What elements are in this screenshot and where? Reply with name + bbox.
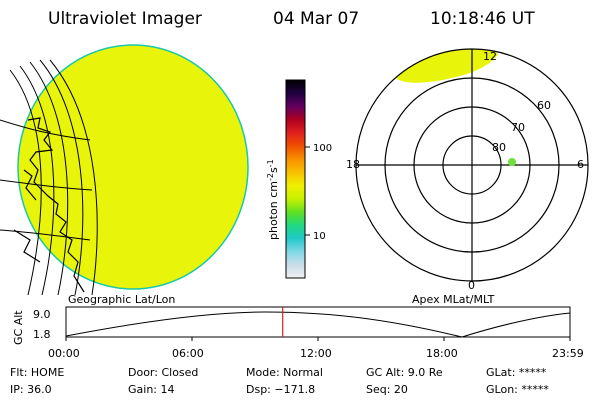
parallel-line	[0, 119, 91, 141]
meridian-line	[19, 65, 55, 295]
image-time: 10:18:46 UT	[430, 9, 535, 29]
colorbar-tick-label: 100	[313, 143, 332, 154]
colorbar-tick-label: 10	[313, 231, 326, 242]
mlat-label-60: 60	[537, 99, 551, 112]
colorbar-scale	[285, 79, 306, 279]
altitude-ylabel: GC Alt	[12, 310, 25, 345]
ip-info: IP: 36.0	[10, 383, 52, 396]
altitude-xtick-label: 23:59	[552, 347, 584, 360]
info-panel: Flt: HOME IP: 36.0 Door: Closed Gain: 14…	[10, 366, 549, 396]
altitude-curve	[65, 311, 571, 338]
altitude-xtick-label: 12:00	[300, 347, 332, 360]
altitude-plot: GC Alt 9.0 1.8 00:00 06:00 12:00 18:00 2…	[12, 306, 584, 360]
app-title: Ultraviolet Imager	[48, 9, 202, 29]
altitude-frame	[65, 306, 571, 338]
image-date: 04 Mar 07	[273, 9, 359, 29]
altitude-xtick-label: 18:00	[426, 347, 458, 360]
flight-info: Flt: HOME	[10, 366, 64, 379]
aurora-spot	[508, 158, 516, 166]
altitude-ytick-low: 1.8	[33, 328, 51, 341]
mlt-label-18: 18	[346, 158, 360, 171]
meridian-line	[9, 69, 42, 295]
parallel-line	[0, 229, 91, 241]
gc-alt-info: GC Alt: 9.0 Re	[366, 366, 443, 379]
colorbar: 100 10 photon cm-2s-1	[266, 79, 332, 279]
meridian-line	[39, 59, 84, 295]
altitude-xtick-label: 00:00	[48, 347, 80, 360]
mlt-label-6: 6	[577, 158, 584, 171]
coastline	[13, 117, 85, 293]
geographic-image	[0, 44, 249, 295]
apex-caption: Apex MLat/MLT	[412, 293, 495, 306]
gain-info: Gain: 14	[128, 383, 175, 396]
meridian-line	[49, 59, 98, 295]
seq-info: Seq: 20	[366, 383, 408, 396]
meridian-line	[29, 61, 69, 295]
altitude-xtick-label: 06:00	[172, 347, 204, 360]
parallel-line	[0, 179, 93, 191]
glon-info: GLon: *****	[486, 383, 549, 396]
colorbar-label: photon cm-2s-1	[266, 159, 280, 240]
earth-disk	[17, 44, 249, 290]
geographic-caption: Geographic Lat/Lon	[68, 293, 175, 306]
mlat-label-70: 70	[511, 121, 525, 134]
dsp-info: Dsp: −171.8	[246, 383, 315, 396]
mlt-label-0: 0	[468, 279, 475, 292]
lat-lon-grid	[0, 59, 98, 295]
polar-plot: 12 18 6 0 60 70 80	[346, 48, 589, 292]
door-info: Door: Closed	[128, 366, 198, 379]
altitude-ytick-high: 9.0	[33, 308, 51, 321]
mode-info: Mode: Normal	[246, 366, 323, 379]
mlt-label-12: 12	[483, 50, 497, 63]
glat-info: GLat: *****	[486, 366, 547, 379]
mlat-label-80: 80	[492, 141, 506, 154]
